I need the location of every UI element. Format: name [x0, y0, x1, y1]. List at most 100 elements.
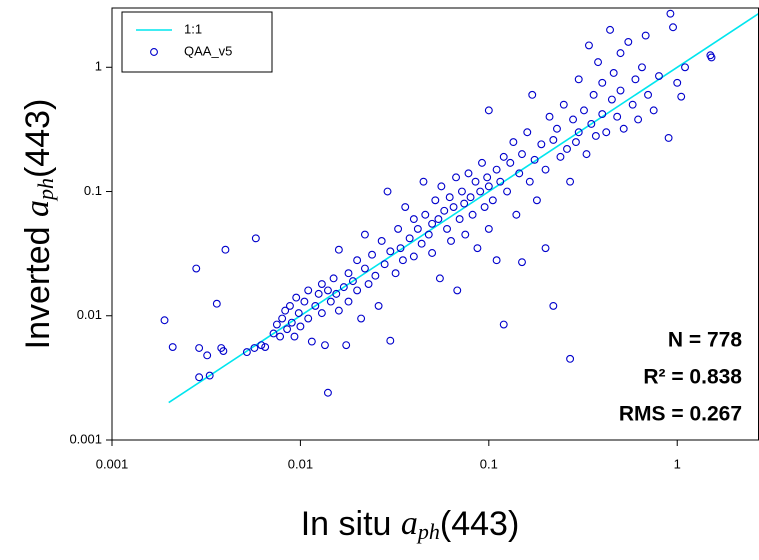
scatter-point	[523, 128, 532, 137]
scatter-point	[443, 224, 451, 233]
scatter-point	[541, 165, 550, 174]
scatter-point	[594, 58, 603, 67]
scatter-point	[326, 297, 335, 306]
scatter-point	[664, 133, 673, 142]
scatter-point	[283, 325, 292, 334]
scatter-point	[532, 196, 541, 205]
annotation: RMS = 0.267	[619, 403, 742, 426]
scatter-point	[452, 173, 460, 182]
scatter-point	[607, 95, 616, 104]
scatter-point	[655, 72, 663, 80]
scatter-point	[492, 256, 501, 265]
scatter-point	[321, 341, 329, 350]
scatter-point	[304, 286, 313, 295]
scatter-point	[649, 106, 658, 115]
scatter-point	[377, 237, 386, 245]
x-tick-label: 0.01	[288, 456, 313, 471]
scatter-point	[307, 337, 316, 346]
scatter-point	[598, 110, 607, 119]
scatter-point	[342, 341, 351, 350]
label-symbol: a	[19, 200, 56, 217]
scatter-point	[545, 112, 554, 121]
scatter-point	[461, 230, 470, 239]
scatter-point	[405, 234, 414, 243]
scatter-point	[571, 138, 580, 147]
scatter-point	[515, 169, 524, 178]
scatter-point	[195, 344, 204, 352]
scatter-point	[290, 332, 299, 341]
scatter-point	[339, 283, 348, 292]
scatter-point	[616, 49, 625, 58]
scatter-point	[669, 23, 677, 32]
scatter-point	[431, 196, 440, 205]
scatter-point	[471, 177, 480, 186]
y-tick-label: 0.001	[69, 431, 102, 446]
scatter-point	[569, 115, 578, 124]
scatter-point	[619, 124, 628, 133]
label-part: Inverted	[19, 217, 57, 349]
scatter-point	[566, 177, 575, 186]
label-part: In situ	[301, 505, 401, 543]
scatter-point	[409, 215, 418, 224]
scatter-point	[317, 309, 326, 318]
scatter-point	[212, 299, 221, 308]
scatter-point	[464, 169, 473, 178]
scatter-point	[205, 371, 214, 380]
scatter-point	[344, 297, 353, 306]
scatter-point	[512, 210, 521, 219]
scatter-point	[304, 314, 313, 323]
scatter-point	[556, 152, 565, 161]
scatter-point	[609, 69, 618, 77]
scatter-point	[666, 9, 675, 18]
scatter-point	[628, 100, 637, 109]
scatter-point	[598, 78, 607, 87]
scatter-point	[311, 301, 320, 310]
identity-line	[168, 13, 759, 404]
label-subscript: ph	[416, 519, 440, 544]
scatter-point	[428, 219, 437, 228]
scatter-point	[391, 269, 400, 278]
scatter-point	[434, 215, 443, 224]
scatter-point	[383, 187, 392, 196]
scatter-point	[631, 75, 640, 84]
scatter-point	[332, 289, 341, 298]
scatter-point	[435, 274, 444, 283]
scatter-point	[503, 187, 512, 196]
scatter-point	[606, 25, 615, 34]
scatter-point	[484, 224, 493, 233]
scatter-point	[261, 343, 270, 351]
scatter-point	[591, 132, 600, 140]
x-tick-label: 1	[674, 456, 681, 471]
scatter-point	[484, 106, 493, 115]
scatter-point	[276, 332, 285, 341]
scatter-point	[251, 234, 260, 243]
scatter-point	[518, 258, 526, 267]
scatter-point	[285, 301, 294, 310]
scatter-point	[466, 193, 475, 202]
y-axis-label: Inverted aph(443)	[19, 99, 58, 350]
scatter-point	[553, 124, 561, 133]
scatter-point	[334, 306, 343, 315]
scatter-point	[473, 244, 482, 253]
scatter-point	[602, 128, 611, 137]
scatter-point	[483, 173, 492, 182]
scatter-point	[574, 75, 583, 84]
scatter-point	[323, 388, 332, 397]
scatter-point	[357, 314, 366, 323]
annotation: N = 778	[668, 329, 742, 352]
scatter-point	[413, 224, 422, 233]
scatter-point	[518, 150, 526, 159]
scatter-point	[386, 336, 395, 345]
scatter-point	[242, 348, 251, 357]
scatter-point	[445, 193, 454, 202]
scatter-point	[364, 280, 373, 288]
scatter-point	[537, 140, 546, 149]
scatter-point	[296, 322, 305, 331]
scatter-point	[368, 250, 376, 259]
scatter-point	[419, 177, 428, 186]
legend-label: 1:1	[184, 21, 202, 36]
scatter-point	[360, 230, 369, 239]
scatter-point	[257, 341, 266, 350]
scatter-point	[195, 373, 204, 382]
scatter-point	[272, 320, 281, 329]
